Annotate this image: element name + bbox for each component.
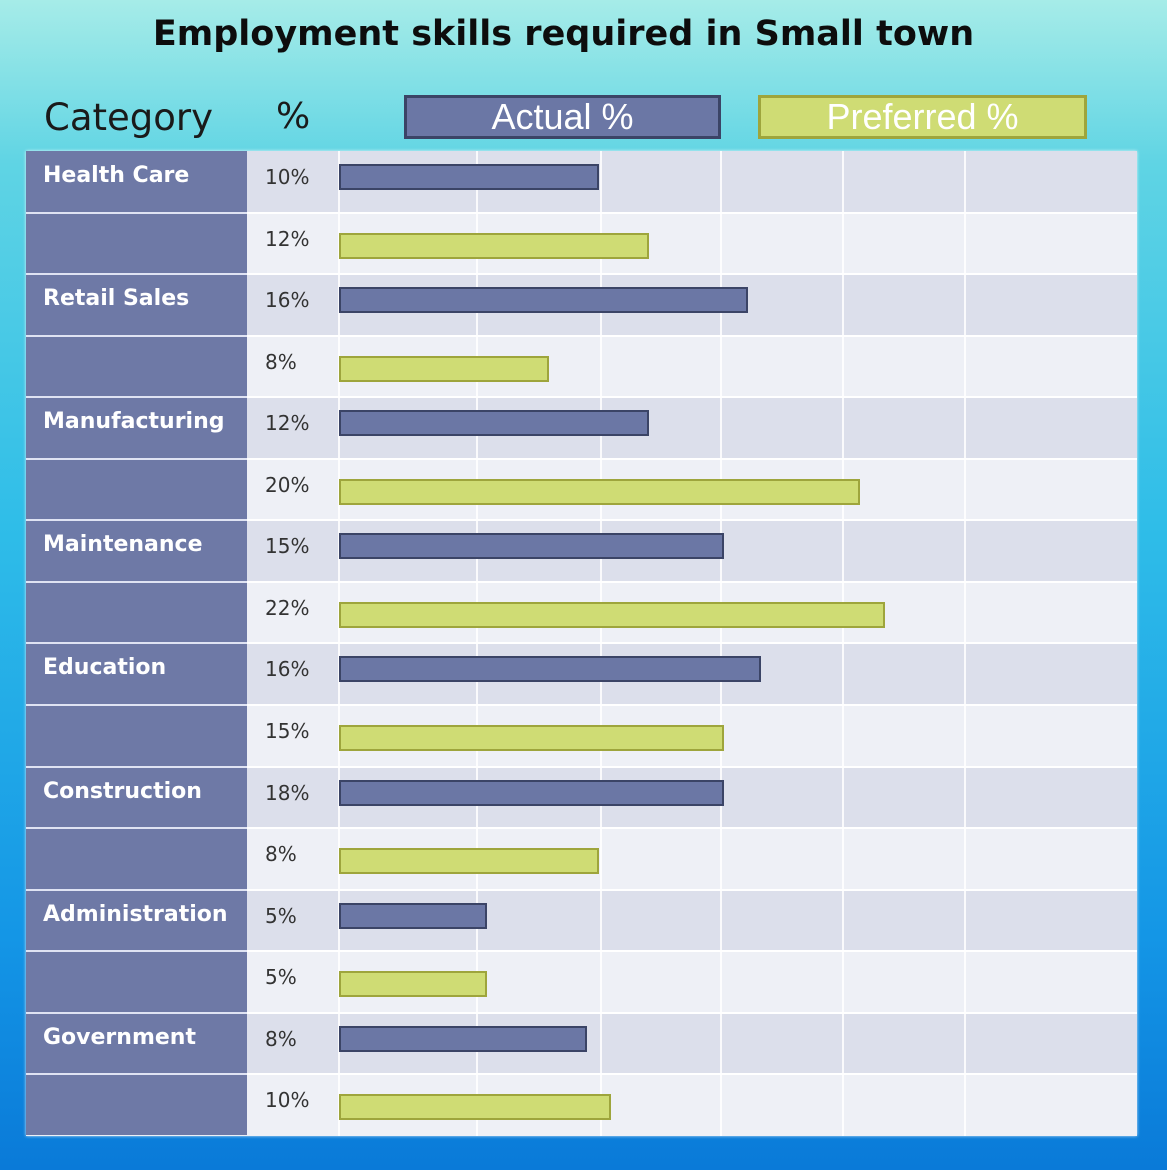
- bar-actual: [339, 164, 599, 190]
- bar-preferred: [339, 355, 550, 382]
- percent-column-header: %: [276, 96, 311, 137]
- row-separator: [26, 396, 1137, 399]
- row-separator: [26, 765, 1137, 768]
- data-label-preferred: 5%: [265, 965, 297, 990]
- row-separator: [26, 211, 1137, 214]
- category-label-cell: [26, 1074, 247, 1135]
- bar-preferred: [339, 1094, 612, 1121]
- bar-preferred: [339, 725, 724, 752]
- category-separator: [26, 273, 247, 276]
- data-label-actual: 8%: [265, 1026, 297, 1051]
- row-separator: [26, 888, 1137, 891]
- category-label: Government: [26, 1012, 247, 1074]
- bar-actual: [339, 287, 749, 314]
- category-separator: [26, 457, 247, 460]
- row-separator: [26, 827, 1137, 830]
- bar-actual: [339, 1025, 587, 1052]
- category-label: Construction: [26, 766, 247, 828]
- row-separator: [26, 273, 1137, 276]
- bar-preferred: [339, 232, 649, 259]
- category-column-header: Category: [44, 96, 214, 139]
- category-separator: [26, 519, 247, 522]
- row-separator: [26, 950, 1137, 953]
- data-label-actual: 12%: [265, 411, 310, 436]
- data-label-preferred: 10%: [265, 1088, 310, 1113]
- bar-preferred: [339, 478, 861, 505]
- category-label: Maintenance: [26, 520, 247, 581]
- row-separator: [26, 457, 1137, 460]
- data-label-actual: 16%: [265, 657, 310, 682]
- chart-title: Employment skills required in Small town: [152, 14, 975, 54]
- category-separator: [26, 950, 247, 953]
- row-separator: [26, 580, 1137, 583]
- row-separator: [26, 519, 1137, 522]
- bar-actual: [339, 779, 724, 806]
- row-separator: [26, 704, 1137, 707]
- category-label-cell: [26, 705, 247, 766]
- bar-preferred: [339, 971, 487, 998]
- category-separator: [26, 1073, 247, 1076]
- category-separator: [26, 1011, 247, 1014]
- category-separator: [26, 396, 247, 399]
- data-label-preferred: 15%: [265, 719, 310, 744]
- legend-preferred: Preferred %: [758, 95, 1087, 139]
- category-label-cell: [26, 212, 247, 274]
- category-label: Retail Sales: [26, 274, 247, 335]
- category-label: Administration: [26, 889, 247, 951]
- bar-preferred: [339, 848, 599, 875]
- bar-actual: [339, 902, 487, 929]
- bar-actual: [339, 656, 761, 683]
- category-label-cell: [26, 828, 247, 889]
- category-separator: [26, 211, 247, 214]
- category-label: Manufacturing: [26, 397, 247, 458]
- category-label: Education: [26, 643, 247, 705]
- data-label-actual: 18%: [265, 780, 310, 805]
- category-separator: [26, 334, 247, 337]
- category-label-cell: [26, 458, 247, 520]
- category-separator: [26, 642, 247, 645]
- row-separator: [26, 334, 1137, 337]
- category-separator: [26, 827, 247, 830]
- category-label-cell: [26, 951, 247, 1012]
- bar-actual: [339, 533, 724, 560]
- data-label-preferred: 22%: [265, 595, 310, 620]
- data-label-actual: 5%: [265, 903, 297, 928]
- data-label-preferred: 8%: [265, 349, 297, 374]
- data-label-actual: 10%: [265, 165, 310, 189]
- category-separator: [26, 888, 247, 891]
- category-label: Health Care: [26, 151, 247, 212]
- bar-preferred: [339, 601, 886, 628]
- row-separator: [26, 1073, 1137, 1076]
- data-label-actual: 15%: [265, 534, 310, 559]
- row-separator: [26, 642, 1137, 645]
- data-label-preferred: 20%: [265, 472, 310, 497]
- legend-actual: Actual %: [404, 95, 721, 139]
- category-separator: [26, 765, 247, 768]
- row-separator: [26, 1011, 1137, 1014]
- data-label-preferred: 12%: [265, 226, 310, 251]
- category-label-cell: [26, 335, 247, 397]
- data-label-actual: 16%: [265, 288, 310, 313]
- data-label-preferred: 8%: [265, 842, 297, 867]
- bar-actual: [339, 410, 649, 437]
- category-separator: [26, 580, 247, 583]
- category-label-cell: [26, 581, 247, 643]
- category-separator: [26, 704, 247, 707]
